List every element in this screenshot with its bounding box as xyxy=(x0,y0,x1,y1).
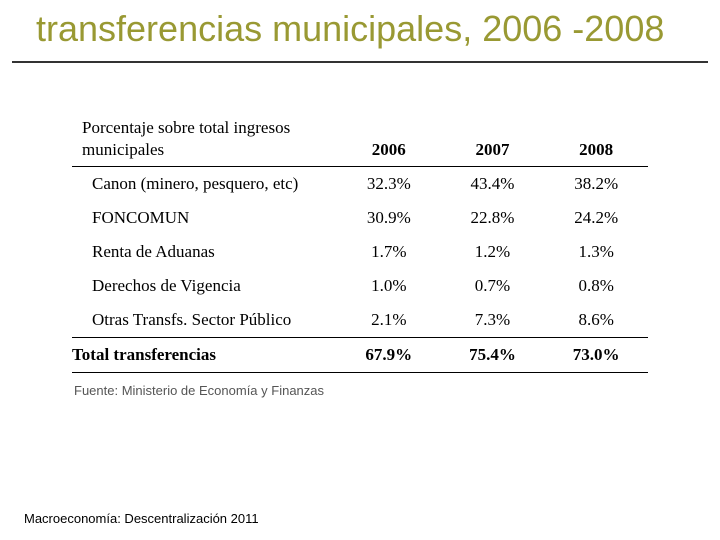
total-cell: 67.9% xyxy=(337,337,441,372)
table-row: Otras Transfs. Sector Público 2.1% 7.3% … xyxy=(72,303,648,337)
cell: 2.1% xyxy=(337,303,441,337)
row-label: Renta de Aduanas xyxy=(72,235,337,269)
cell: 38.2% xyxy=(544,166,648,201)
table-row: Renta de Aduanas 1.7% 1.2% 1.3% xyxy=(72,235,648,269)
cell: 1.0% xyxy=(337,269,441,303)
cell: 1.7% xyxy=(337,235,441,269)
row-label: FONCOMUN xyxy=(72,201,337,235)
table-source: Fuente: Ministerio de Economía y Finanza… xyxy=(72,373,648,398)
col-year-2: 2008 xyxy=(544,111,648,166)
cell: 24.2% xyxy=(544,201,648,235)
cell: 7.3% xyxy=(441,303,545,337)
transfers-table: Porcentaje sobre total ingresos municipa… xyxy=(72,111,648,373)
cell: 8.6% xyxy=(544,303,648,337)
row-label: Derechos de Vigencia xyxy=(72,269,337,303)
table-total-row: Total transferencias 67.9% 75.4% 73.0% xyxy=(72,337,648,372)
cell: 1.2% xyxy=(441,235,545,269)
col-year-1: 2007 xyxy=(441,111,545,166)
total-cell: 73.0% xyxy=(544,337,648,372)
col-year-0: 2006 xyxy=(337,111,441,166)
row-label: Otras Transfs. Sector Público xyxy=(72,303,337,337)
cell: 30.9% xyxy=(337,201,441,235)
cell: 0.7% xyxy=(441,269,545,303)
total-label: Total transferencias xyxy=(72,337,337,372)
table-header-label: Porcentaje sobre total ingresos municipa… xyxy=(72,111,337,166)
table-row: FONCOMUN 30.9% 22.8% 24.2% xyxy=(72,201,648,235)
page-title: transferencias municipales, 2006 -2008 xyxy=(12,0,708,63)
footer-text: Macroeconomía: Descentralización 2011 xyxy=(24,511,259,526)
row-label: Canon (minero, pesquero, etc) xyxy=(72,166,337,201)
cell: 1.3% xyxy=(544,235,648,269)
cell: 22.8% xyxy=(441,201,545,235)
total-cell: 75.4% xyxy=(441,337,545,372)
table-row: Derechos de Vigencia 1.0% 0.7% 0.8% xyxy=(72,269,648,303)
cell: 32.3% xyxy=(337,166,441,201)
table-container: Porcentaje sobre total ingresos municipa… xyxy=(0,63,720,398)
table-row: Canon (minero, pesquero, etc) 32.3% 43.4… xyxy=(72,166,648,201)
cell: 0.8% xyxy=(544,269,648,303)
cell: 43.4% xyxy=(441,166,545,201)
